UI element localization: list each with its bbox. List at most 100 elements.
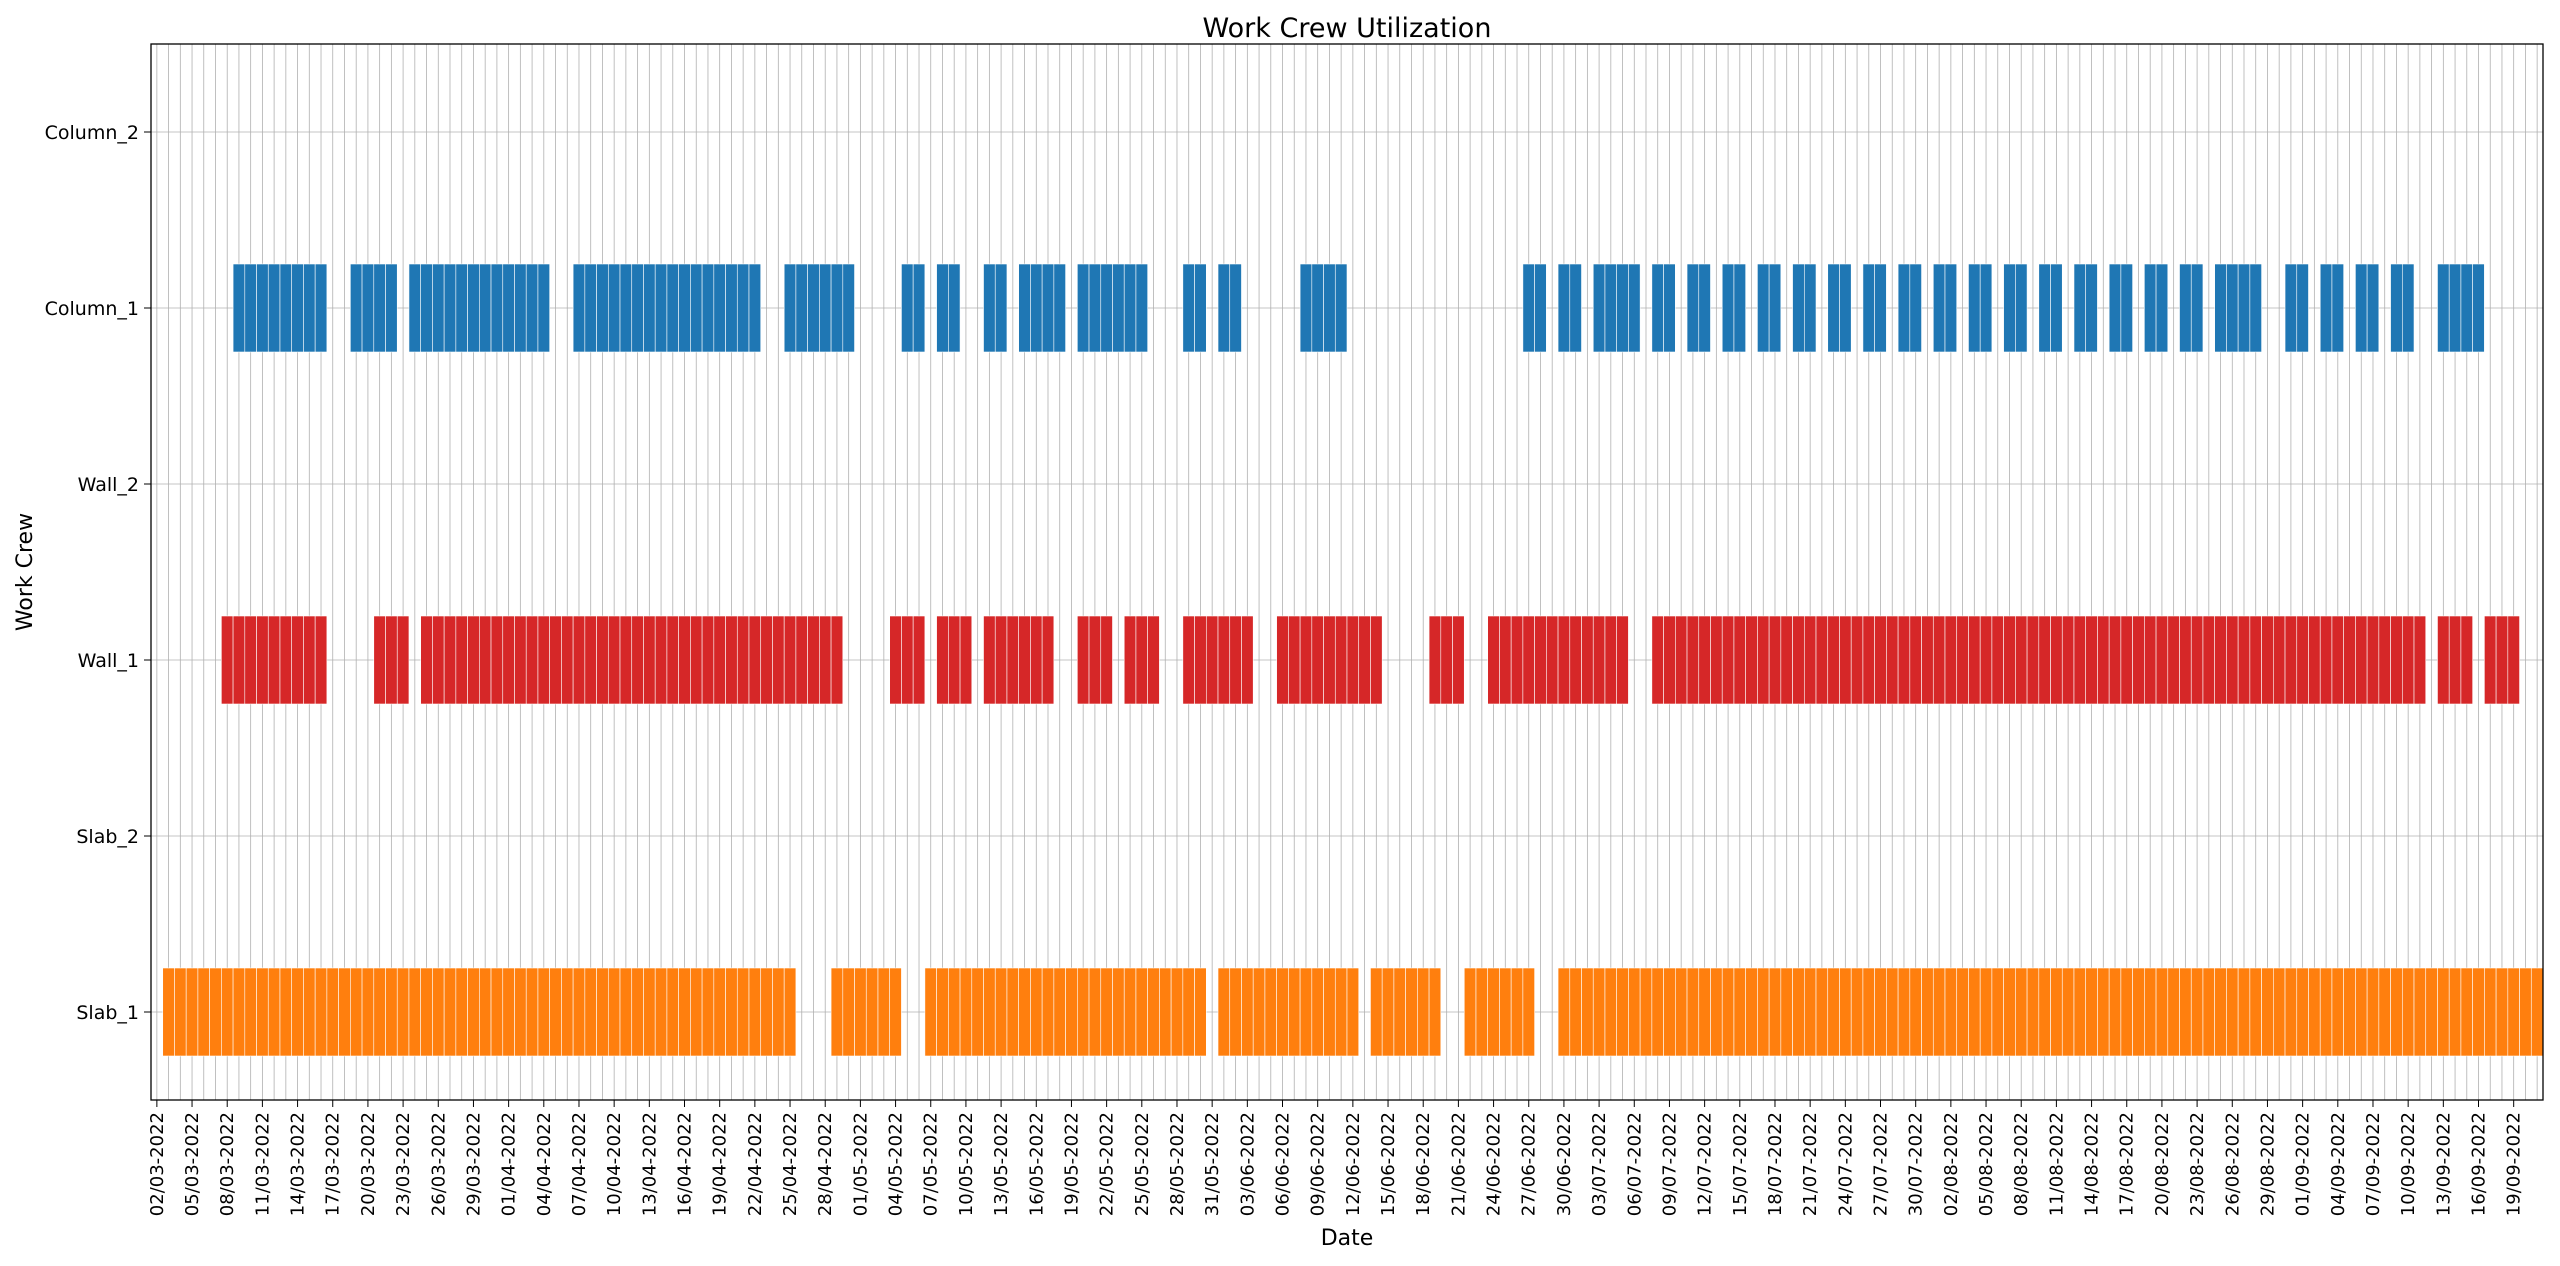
bar-column-1 [1792,263,1805,353]
x-tick-label: 10/04-2022 [604,1112,625,1216]
x-tick-label: 30/07-2022 [1906,1112,1927,1216]
bar-wall-1 [2120,615,2133,705]
bar-wall-1 [2319,615,2333,705]
plot-area-frame [150,43,2544,1101]
x-tick-label: 18/07-2022 [1765,1112,1786,1216]
bar-column-1 [1979,263,1993,353]
bar-slab-1 [1077,967,1090,1057]
bar-slab-1 [1944,967,1958,1057]
bar-wall-1 [2296,615,2309,705]
bar-wall-1 [2167,615,2180,705]
bar-wall-1 [432,615,445,705]
bar-slab-1 [2378,967,2391,1057]
bar-wall-1 [2155,615,2169,705]
bar-wall-1 [549,615,562,705]
bar-slab-1 [1968,967,1981,1057]
bar-wall-1 [525,615,539,705]
x-tick-label: 18/06-2022 [1413,1112,1434,1216]
x-tick-label: 24/07-2022 [1835,1112,1856,1216]
bar-wall-1 [901,615,914,705]
bar-wall-1 [2378,615,2391,705]
bar-column-1 [748,263,762,353]
bar-slab-1 [467,967,480,1057]
bar-column-1 [314,263,328,353]
bar-slab-1 [502,967,515,1057]
bar-column-1 [643,263,656,353]
x-tick-label: 31/05-2022 [1202,1112,1223,1216]
bar-column-1 [1018,263,1031,353]
x-tick-label: 04/09-2022 [2328,1112,2349,1216]
bar-slab-1 [1522,967,1535,1057]
bar-wall-1 [2038,615,2051,705]
x-tick-label: 14/03-2022 [288,1112,309,1216]
bar-slab-1 [1874,967,1887,1057]
x-tick-label: 13/09-2022 [2433,1112,2454,1216]
bar-slab-1 [1264,967,1277,1057]
x-tick-label: 28/05-2022 [1167,1112,1188,1216]
bar-slab-1 [1100,967,1113,1057]
bar-wall-1 [643,615,656,705]
bar-slab-1 [174,967,187,1057]
x-tick-label: 10/05-2022 [956,1112,977,1216]
bar-slab-1 [303,967,316,1057]
x-tick-label: 11/08-2022 [2046,1112,2067,1216]
bar-column-1 [1768,263,1782,353]
bar-column-1 [2155,263,2169,353]
bar-slab-1 [197,967,210,1057]
bar-slab-1 [994,967,1008,1057]
bar-slab-1 [2144,967,2157,1057]
bar-wall-1 [1194,615,1207,705]
bar-wall-1 [2261,615,2274,705]
bar-slab-1 [1030,967,1043,1057]
bar-column-1 [1053,263,1066,353]
bar-wall-1 [279,615,293,705]
bar-wall-1 [713,615,726,705]
x-tick-label: 17/08-2022 [2117,1112,2138,1216]
x-tick-label: 21/07-2022 [1800,1112,1821,1216]
bar-slab-1 [783,967,797,1057]
bar-slab-1 [2284,967,2298,1057]
bar-slab-1 [643,967,656,1057]
bar-column-1 [1604,263,1617,353]
bar-slab-1 [1381,967,1395,1057]
x-tick-label: 12/06-2022 [1343,1112,1364,1216]
bar-wall-1 [1311,615,1324,705]
bar-slab-1 [2073,967,2087,1057]
bar-slab-1 [1053,967,1066,1057]
bar-column-1 [256,263,269,353]
bar-slab-1 [2132,967,2145,1057]
y-tick-label: Column_2 [45,122,139,144]
bar-column-1 [619,263,633,353]
bar-slab-1 [525,967,539,1057]
bar-slab-1 [443,967,457,1057]
bar-column-1 [819,263,832,353]
bar-slab-1 [1686,967,1700,1057]
bar-wall-1 [1323,615,1336,705]
bar-wall-1 [314,615,328,705]
bar-column-1 [2108,263,2122,353]
bar-slab-1 [256,967,269,1057]
bar-slab-1 [361,967,375,1057]
bar-slab-1 [1276,967,1289,1057]
bar-column-1 [455,263,468,353]
bar-column-1 [443,263,457,353]
bar-slab-1 [2507,967,2520,1057]
bar-slab-1 [983,967,996,1057]
x-tick-label: 21/06-2022 [1448,1112,1469,1216]
bar-slab-1 [748,967,762,1057]
bar-slab-1 [396,967,410,1057]
bar-slab-1 [232,967,246,1057]
bar-wall-1 [2448,615,2462,705]
bar-wall-1 [1030,615,1043,705]
bar-column-1 [2390,263,2403,353]
bar-column-1 [936,263,949,353]
bar-column-1 [502,263,515,353]
y-tick-label: Column_1 [45,298,139,320]
bar-wall-1 [2249,615,2262,705]
bar-column-1 [467,263,480,353]
bar-wall-1 [1780,615,1793,705]
bar-column-1 [807,263,820,353]
bar-wall-1 [1440,615,1453,705]
bar-column-1 [525,263,539,353]
bar-wall-1 [830,615,844,705]
